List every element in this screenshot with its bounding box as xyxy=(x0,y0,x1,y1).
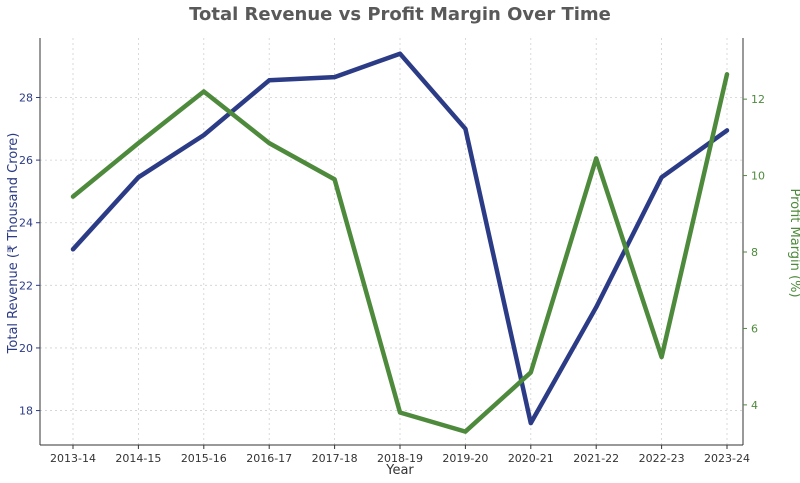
x-axis-title: Year xyxy=(385,463,414,478)
y-axis-left-title: Total Revenue (₹ Thousand Crore) xyxy=(6,133,21,355)
x-tick-label: 2023-24 xyxy=(704,452,750,465)
x-tick-label: 2013-14 xyxy=(50,452,96,465)
x-tick-label: 2016-17 xyxy=(246,452,292,465)
x-tick-label: 2019-20 xyxy=(442,452,488,465)
y-left-tick-label: 18 xyxy=(19,405,33,418)
x-tick-label: 2021-22 xyxy=(573,452,619,465)
chart-title: Total Revenue vs Profit Margin Over Time xyxy=(189,4,611,25)
y-right-tick-label: 10 xyxy=(751,170,765,183)
x-tick-label: 2015-16 xyxy=(181,452,227,465)
grid xyxy=(40,38,743,445)
x-tick-label: 2020-21 xyxy=(508,452,554,465)
y-left-tick-label: 24 xyxy=(19,217,33,230)
axes xyxy=(39,38,744,446)
y-left-tick-label: 28 xyxy=(19,91,33,104)
ticks: 2013-14 2014-15 2015-16 2016-17 2017-18 2018-… xyxy=(19,91,765,465)
x-tick-label: 2017-18 xyxy=(312,452,358,465)
x-tick-label: 2022-23 xyxy=(639,452,685,465)
y-left-tick-label: 26 xyxy=(19,154,33,167)
series-layer xyxy=(70,51,730,434)
y-right-tick-label: 12 xyxy=(751,93,765,106)
y-left-tick-label: 20 xyxy=(19,342,33,355)
series-line-revenue xyxy=(70,51,730,426)
y-axis-right-title: Profit Margin (%) xyxy=(787,188,800,297)
series-line-profit-margin xyxy=(70,72,730,434)
y-right-tick-label: 8 xyxy=(751,246,758,259)
y-left-tick-label: 22 xyxy=(19,279,33,292)
y-right-tick-label: 6 xyxy=(751,322,758,335)
y-right-tick-label: 4 xyxy=(751,399,758,412)
x-tick-label: 2018-19 xyxy=(377,452,423,465)
x-tick-label: 2014-15 xyxy=(115,452,161,465)
